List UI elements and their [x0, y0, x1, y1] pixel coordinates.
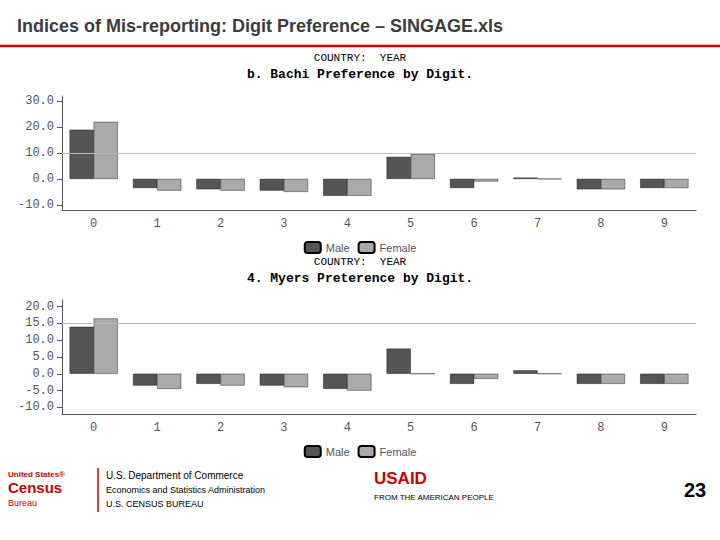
svg-text:-5.0: -5.0: [25, 384, 54, 398]
svg-text:COUNTRY: YEAR: COUNTRY: YEAR: [314, 52, 407, 64]
svg-text:3: 3: [280, 217, 287, 231]
svg-text:Male: Male: [326, 446, 350, 458]
svg-text:4. Myers Preterence by Digit.: 4. Myers Preterence by Digit.: [247, 271, 473, 286]
svg-text:20.0: 20.0: [25, 300, 54, 314]
svg-text:United States®: United States®: [8, 470, 65, 479]
svg-text:Indices of Mis-reporting: Digi: Indices of Mis-reporting: Digit Preferen…: [17, 16, 503, 36]
svg-text:1: 1: [153, 217, 160, 231]
svg-text:20.0: 20.0: [25, 120, 54, 134]
svg-text:0.0: 0.0: [32, 367, 54, 381]
svg-text:U.S. Department of Commerce: U.S. Department of Commerce: [106, 470, 244, 481]
svg-text:3: 3: [280, 421, 287, 435]
svg-text:COUNTRY: YEAR: COUNTRY: YEAR: [314, 256, 407, 268]
svg-text:5.0: 5.0: [32, 350, 54, 364]
svg-text:0: 0: [90, 217, 97, 231]
svg-text:Male: Male: [326, 242, 350, 254]
svg-text:5: 5: [407, 217, 414, 231]
svg-text:FROM THE AMERICAN PEOPLE: FROM THE AMERICAN PEOPLE: [374, 493, 494, 502]
svg-text:Bureau: Bureau: [8, 498, 37, 508]
svg-text:7: 7: [534, 217, 541, 231]
svg-text:0: 0: [90, 421, 97, 435]
svg-text:8: 8: [597, 217, 604, 231]
svg-text:Census: Census: [8, 479, 62, 496]
svg-text:6: 6: [470, 421, 477, 435]
svg-text:Female: Female: [380, 242, 417, 254]
svg-text:4: 4: [344, 217, 351, 231]
svg-text:0.0: 0.0: [32, 172, 54, 186]
svg-text:9: 9: [661, 421, 668, 435]
svg-text:15.0: 15.0: [25, 316, 54, 330]
svg-text:b. Bachi Preference by Digit.: b. Bachi Preference by Digit.: [247, 67, 473, 82]
svg-text:10.0: 10.0: [25, 333, 54, 347]
svg-text:USAID: USAID: [374, 469, 427, 488]
svg-text:Economics and Statistics Admin: Economics and Statistics Administration: [106, 485, 265, 495]
svg-text:2: 2: [217, 421, 224, 435]
svg-text:-10.0: -10.0: [18, 198, 54, 212]
svg-text:U.S. CENSUS BUREAU: U.S. CENSUS BUREAU: [106, 499, 204, 509]
svg-text:-10.0: -10.0: [18, 400, 54, 414]
svg-text:Female: Female: [380, 446, 417, 458]
svg-text:8: 8: [597, 421, 604, 435]
svg-text:6: 6: [470, 217, 477, 231]
svg-text:1: 1: [153, 421, 160, 435]
svg-text:23: 23: [684, 479, 706, 501]
svg-text:30.0: 30.0: [25, 94, 54, 108]
svg-text:7: 7: [534, 421, 541, 435]
svg-text:9: 9: [661, 217, 668, 231]
svg-text:4: 4: [344, 421, 351, 435]
svg-text:10.0: 10.0: [25, 146, 54, 160]
svg-text:5: 5: [407, 421, 414, 435]
svg-text:2: 2: [217, 217, 224, 231]
